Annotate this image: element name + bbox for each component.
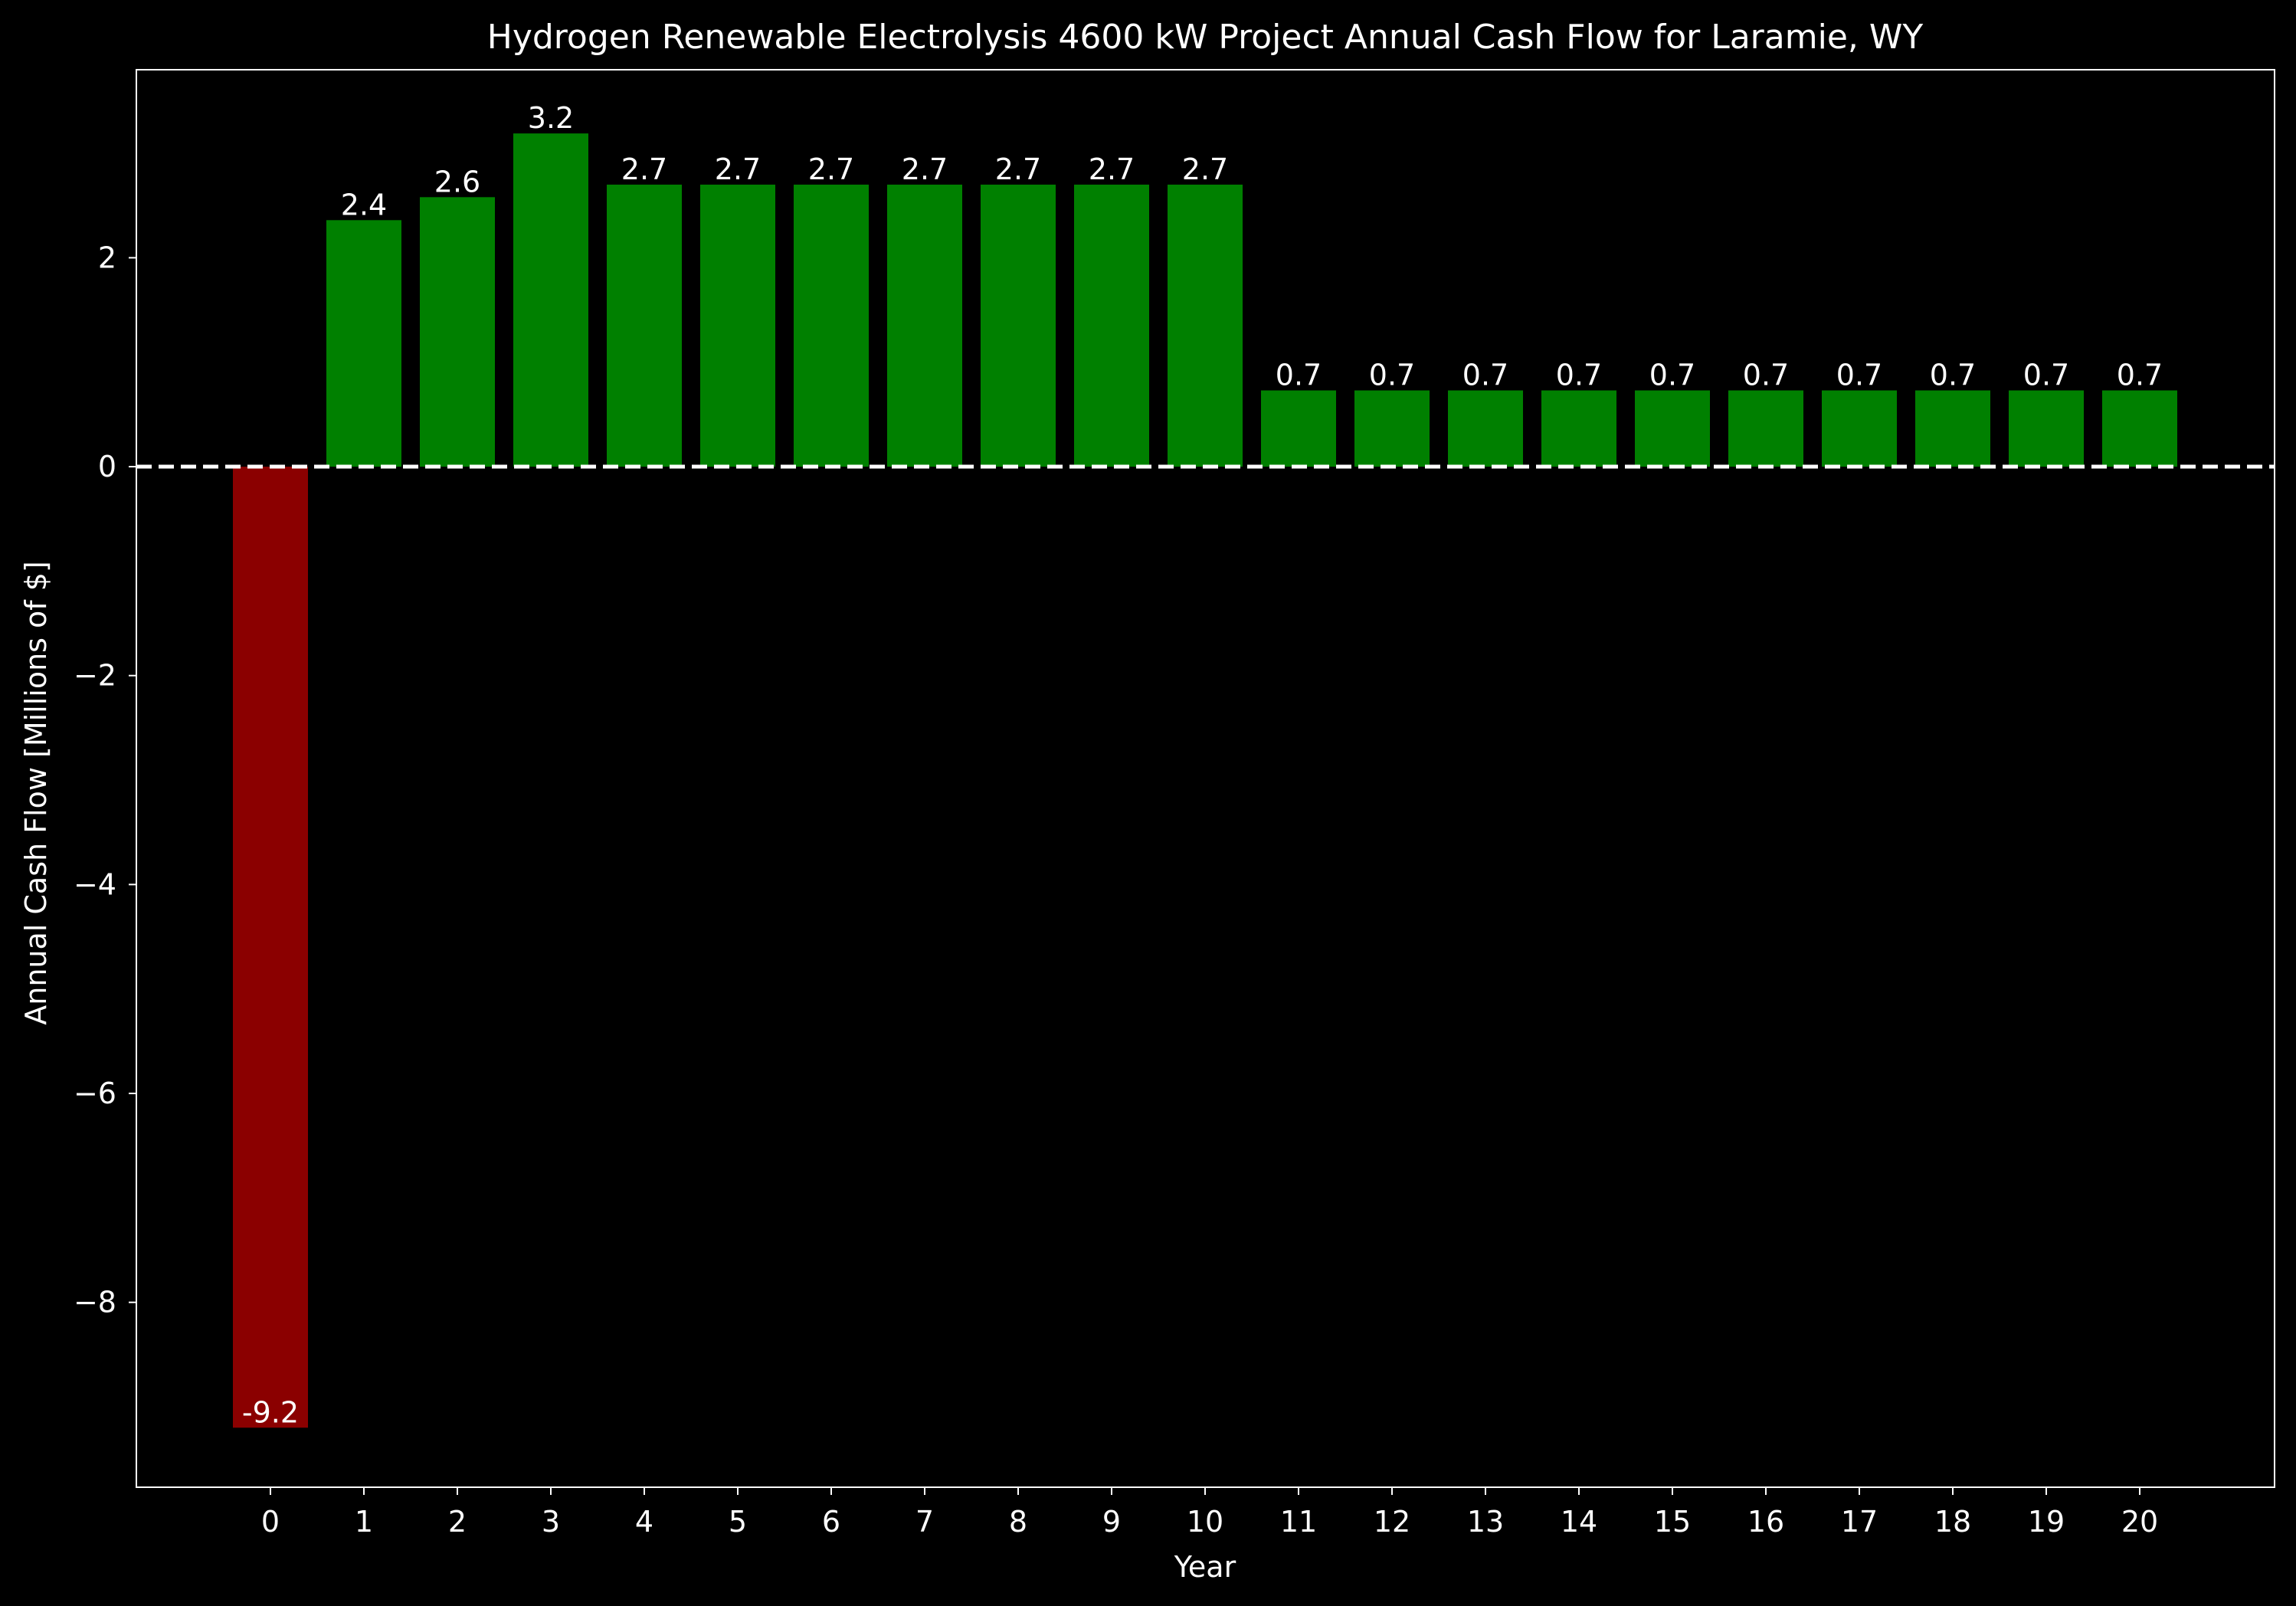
bar-value-label: 0.7 [1649, 359, 1695, 392]
bar-year-12 [1354, 390, 1430, 467]
bar-value-label: 0.7 [1930, 359, 1976, 392]
bar-value-label: 3.2 [528, 101, 574, 135]
bar-year-6 [794, 184, 869, 467]
bar-year-20 [2102, 390, 2177, 467]
bar-year-19 [2009, 390, 2084, 467]
bar-year-10 [1168, 184, 1243, 467]
x-tick-label: 20 [2121, 1505, 2158, 1539]
bar-year-7 [887, 184, 962, 467]
x-tick-label: 11 [1280, 1505, 1317, 1539]
x-tick-label: 19 [2028, 1505, 2065, 1539]
bar-year-2 [420, 197, 495, 467]
chart-title: Hydrogen Renewable Electrolysis 4600 kW … [487, 18, 1924, 57]
bar-value-label: 2.7 [1089, 152, 1135, 186]
x-tick-label: 13 [1467, 1505, 1504, 1539]
bar-value-label: 0.7 [2117, 359, 2163, 392]
bar-value-label: 2.7 [621, 152, 667, 186]
x-tick-label: 8 [1009, 1505, 1027, 1539]
bar-year-16 [1728, 390, 1803, 467]
x-axis-label: Year [1174, 1550, 1236, 1584]
bar-year-4 [607, 184, 682, 467]
x-tick-label: 15 [1654, 1505, 1691, 1539]
bar-value-label: 2.7 [902, 152, 948, 186]
x-tick-label: 16 [1747, 1505, 1784, 1539]
bar-year-8 [981, 184, 1056, 467]
bar-year-1 [326, 220, 401, 467]
y-axis-label: Annual Cash Flow [Millions of $] [19, 561, 53, 1025]
bar-year-11 [1261, 390, 1336, 467]
y-tick-label: −6 [74, 1077, 116, 1110]
x-tick-label: 14 [1561, 1505, 1597, 1539]
bar-value-label: 0.7 [1369, 359, 1415, 392]
x-tick-label: 9 [1102, 1505, 1121, 1539]
y-tick-label: −8 [74, 1286, 116, 1319]
bar-year-9 [1074, 184, 1149, 467]
bar-year-0 [233, 467, 308, 1428]
bar-year-3 [513, 133, 588, 467]
bar-value-label: 2.4 [341, 188, 387, 221]
x-tick-label: 4 [635, 1505, 653, 1539]
bar-year-18 [1915, 390, 1990, 467]
bar-value-label: -9.2 [242, 1395, 299, 1429]
bar-year-17 [1822, 390, 1897, 467]
bar-value-label: 2.7 [808, 152, 854, 186]
bar-year-5 [700, 184, 775, 467]
y-tick-label: −2 [74, 659, 116, 693]
x-tick-label: 1 [355, 1505, 373, 1539]
plot-area: -9.2 2.4 2.6 3.2 2.7 2.7 2.7 2.7 2.7 2.7 2.7 0.7 0.7… [74, 69, 2275, 1539]
x-tick-label: 3 [542, 1505, 560, 1539]
x-tick-label: 12 [1374, 1505, 1410, 1539]
x-tick-label: 17 [1841, 1505, 1878, 1539]
y-tick-label: 0 [98, 450, 116, 483]
x-tick-label: 7 [915, 1505, 934, 1539]
bar-value-label: 0.7 [1836, 359, 1882, 392]
bar-value-label: 0.7 [2023, 359, 2069, 392]
bar-value-label: 0.7 [1276, 359, 1322, 392]
bar-year-14 [1541, 390, 1616, 467]
y-tick-label: −4 [74, 867, 116, 901]
y-tick-label: 2 [98, 241, 116, 274]
x-tick-label: 0 [261, 1505, 280, 1539]
x-tick-label: 10 [1187, 1505, 1223, 1539]
bar-year-13 [1448, 390, 1523, 467]
x-tick-label: 6 [822, 1505, 840, 1539]
bar-value-label: 2.7 [715, 152, 761, 186]
bar-value-label: 2.6 [434, 165, 480, 198]
bar-value-label: 0.7 [1556, 359, 1602, 392]
bar-value-label: 0.7 [1743, 359, 1789, 392]
bar-value-label: 2.7 [1182, 152, 1228, 186]
bar-value-label: 0.7 [1462, 359, 1508, 392]
x-tick-label: 5 [729, 1505, 747, 1539]
x-tick-label: 2 [448, 1505, 467, 1539]
x-tick-label: 18 [1934, 1505, 1971, 1539]
bar-year-15 [1635, 390, 1710, 467]
bar-value-label: 2.7 [995, 152, 1041, 186]
